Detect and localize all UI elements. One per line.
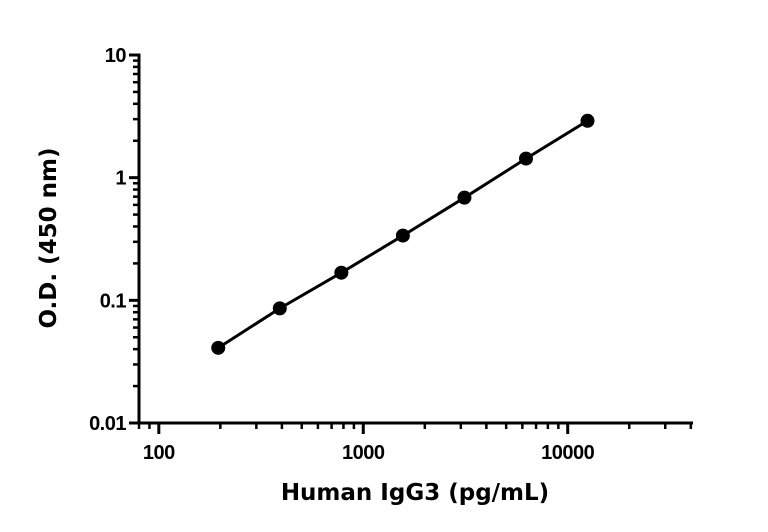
y-axis-tick-labels: 0.01 0.1 1 10 <box>89 45 127 435</box>
data-point <box>457 190 472 205</box>
y-tick-label: 0.1 <box>100 290 127 312</box>
data-point <box>334 265 349 280</box>
y-tick-label: 1 <box>115 168 126 190</box>
plot-area: 0.01 0.1 1 10 100 1000 10000 <box>89 45 693 464</box>
y-tick-label: 10 <box>105 45 127 67</box>
y-axis-major-ticks <box>129 53 139 425</box>
x-tick-label: 100 <box>143 442 175 464</box>
data-point <box>518 151 533 166</box>
y-axis-title: O.D. (450 nm) <box>36 147 62 328</box>
data-point <box>272 301 287 316</box>
x-tick-label: 10000 <box>541 442 594 464</box>
x-tick-label: 1000 <box>342 442 385 464</box>
x-axis-title: Human IgG3 (pg/mL) <box>281 480 549 506</box>
data-point <box>580 113 595 128</box>
x-axis-tick-labels: 100 1000 10000 <box>143 442 595 464</box>
data-point <box>211 340 226 355</box>
data-point <box>395 228 410 243</box>
data-series <box>211 113 595 355</box>
x-axis-major-ticks <box>157 423 570 434</box>
y-tick-label: 0.01 <box>89 413 126 435</box>
